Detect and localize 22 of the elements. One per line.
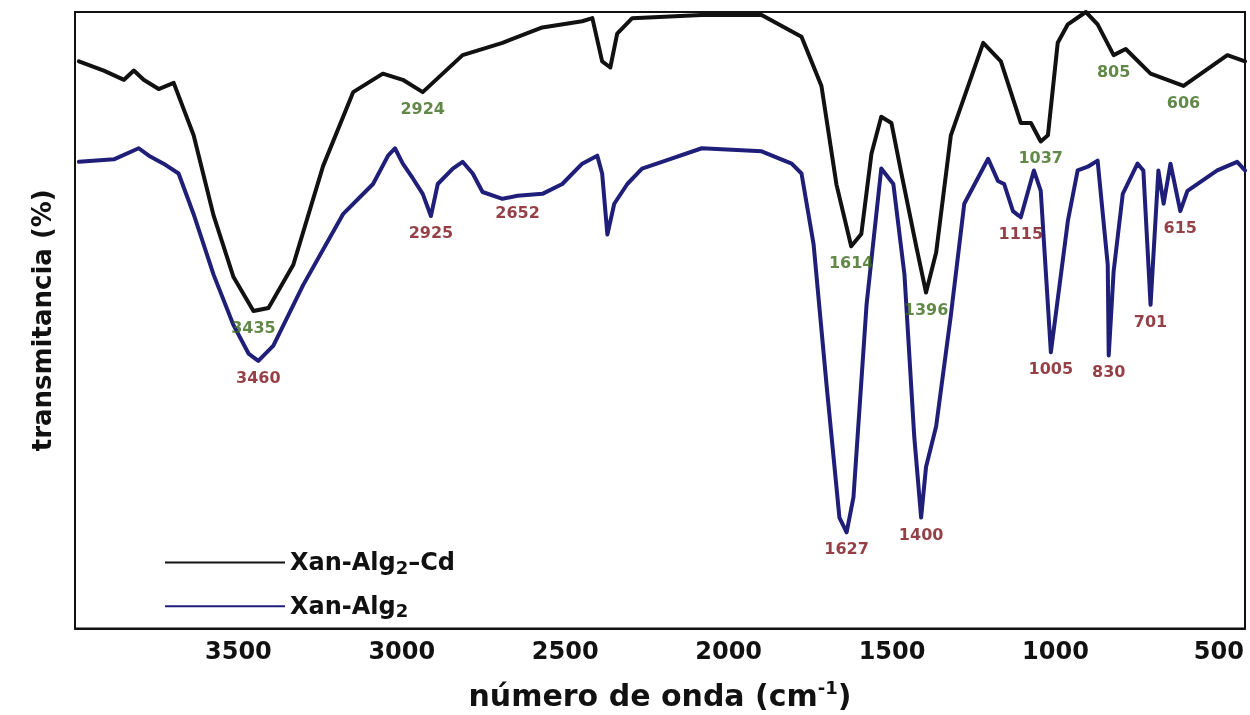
annotation: 2652	[495, 202, 540, 222]
x-tick-label: 3000	[368, 636, 436, 665]
x-tick-label: 3500	[205, 636, 272, 665]
annotation: 615	[1163, 218, 1197, 238]
annotation: 1005	[1028, 359, 1074, 379]
annotation: 2924	[400, 99, 445, 119]
x-tick-label: 500	[1193, 636, 1244, 665]
y-axis-title: transmitancia (%)	[27, 189, 57, 452]
annotation: 830	[1092, 362, 1126, 382]
x-tick-label: 1500	[858, 636, 926, 665]
annotation: 3460	[236, 367, 281, 387]
annotation: 1115	[998, 224, 1044, 244]
annotation: 2925	[408, 223, 454, 243]
x-tick-label: 2000	[695, 636, 763, 665]
x-tick-label: 1000	[1022, 636, 1089, 665]
annotation: 1627	[824, 539, 869, 559]
annotation: 701	[1133, 311, 1168, 331]
annotation: 1037	[1018, 148, 1064, 168]
annotation: 805	[1096, 62, 1131, 82]
annotation: 606	[1166, 92, 1201, 112]
x-tick-label: 2500	[531, 636, 599, 665]
annotation: 1400	[898, 524, 944, 544]
